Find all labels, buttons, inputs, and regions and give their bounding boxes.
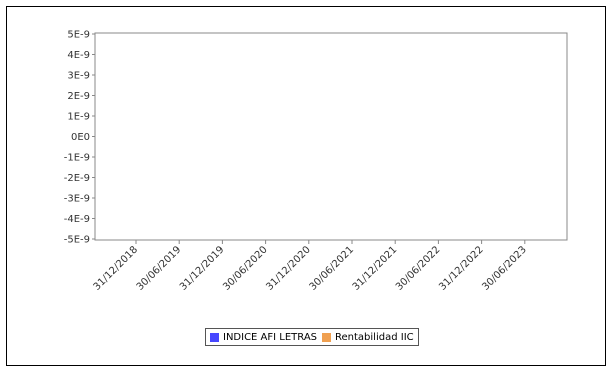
y-tick-label: 3E-9 [67,71,90,82]
y-tick-label: -2E-9 [64,173,90,184]
legend-item-rentabilidad-iic: Rentabilidad IIC [322,332,414,343]
y-tick-label: -5E-9 [64,235,90,246]
y-tick-label: 0E0 [71,132,90,143]
y-axis: 5E-9 4E-9 3E-9 2E-9 1E-9 0E0 -1E-9 -2E-9 -3E-9 -4… [64,30,95,246]
legend-label: INDICE AFI LETRAS [223,331,318,343]
y-tick-label: 5E-9 [67,30,90,41]
x-tick-label: 31/12/2019 [178,244,227,293]
legend-swatch-rentabilidad-iic [322,332,332,342]
x-axis: 31/12/201830/06/201931/12/201930/06/2020… [92,240,529,293]
chart-frame: 5E-9 4E-9 3E-9 2E-9 1E-9 0E0 -1E-9 -2E-9 -3E-9 -4… [6,6,606,366]
x-tick-label: 30/06/2021 [308,244,357,293]
plot-area [94,32,568,241]
x-tick-label: 31/12/2022 [437,244,486,293]
legend-label: Rentabilidad IIC [335,331,414,343]
y-tick-label: -1E-9 [64,153,90,164]
legend: INDICE AFI LETRAS Rentabilidad IIC [205,328,419,346]
x-tick-label: 30/06/2022 [394,244,443,293]
x-tick-label: 31/12/2020 [264,244,313,293]
x-tick-label: 30/06/2019 [135,244,184,293]
y-tick-label: 2E-9 [67,91,90,102]
y-tick-label: -3E-9 [64,194,90,205]
x-tick-label: 31/12/2021 [351,244,400,293]
x-tick-label: 31/12/2018 [92,244,141,293]
y-tick-label: 4E-9 [67,50,90,61]
y-tick-label: -4E-9 [64,214,90,225]
chart: 5E-9 4E-9 3E-9 2E-9 1E-9 0E0 -1E-9 -2E-9 -3E-9 -4… [64,30,568,293]
y-tick-label: 1E-9 [67,112,90,123]
x-tick-label: 30/06/2020 [221,244,270,293]
legend-swatch-indice-afi-letras [210,332,219,342]
x-tick-label: 30/06/2023 [480,244,529,293]
legend-item-indice-afi-letras: INDICE AFI LETRAS [210,332,317,343]
